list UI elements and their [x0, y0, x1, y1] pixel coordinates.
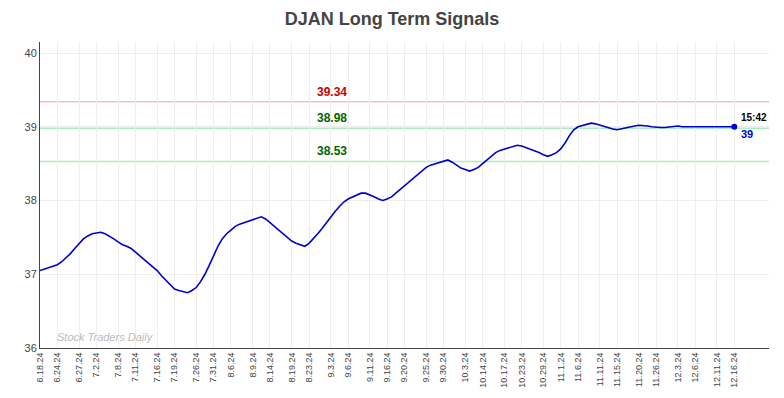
svg-text:10.29.24: 10.29.24 — [538, 353, 548, 388]
svg-text:9.25.24: 9.25.24 — [421, 353, 431, 383]
svg-text:39: 39 — [25, 121, 37, 133]
svg-text:8.6.24: 8.6.24 — [226, 353, 236, 378]
svg-text:9.30.24: 9.30.24 — [438, 353, 448, 383]
svg-text:10.3.24: 10.3.24 — [460, 353, 470, 383]
svg-text:10.14.24: 10.14.24 — [478, 353, 488, 388]
svg-text:6.27.24: 6.27.24 — [74, 353, 84, 383]
svg-text:8.9.24: 8.9.24 — [248, 353, 258, 378]
svg-text:11.6.24: 11.6.24 — [573, 353, 583, 382]
svg-text:9.20.24: 9.20.24 — [399, 353, 409, 383]
svg-text:12.11.24: 12.11.24 — [712, 353, 722, 387]
svg-text:8.14.24: 8.14.24 — [265, 353, 275, 383]
svg-text:11.11.24: 11.11.24 — [595, 353, 605, 387]
svg-text:7.26.24: 7.26.24 — [191, 353, 201, 383]
svg-text:7.2.24: 7.2.24 — [91, 353, 101, 378]
svg-text:6.24.24: 6.24.24 — [52, 353, 62, 383]
svg-text:39.34: 39.34 — [317, 85, 347, 99]
svg-text:Stock Traders Daily: Stock Traders Daily — [57, 331, 154, 343]
svg-text:15:42: 15:42 — [741, 112, 767, 123]
svg-text:10.23.24: 10.23.24 — [517, 353, 527, 388]
svg-text:38.98: 38.98 — [317, 111, 347, 125]
svg-text:11.1.24: 11.1.24 — [556, 353, 566, 382]
svg-text:9.16.24: 9.16.24 — [382, 353, 392, 383]
svg-text:7.16.24: 7.16.24 — [152, 353, 162, 383]
svg-text:12.6.24: 12.6.24 — [690, 353, 700, 383]
svg-text:DJAN Long Term Signals: DJAN Long Term Signals — [285, 9, 500, 29]
svg-text:10.17.24: 10.17.24 — [499, 353, 509, 388]
svg-text:8.23.24: 8.23.24 — [304, 353, 314, 383]
svg-text:12.3.24: 12.3.24 — [673, 353, 683, 383]
svg-text:11.26.24: 11.26.24 — [651, 353, 661, 387]
svg-text:6.18.24: 6.18.24 — [35, 353, 45, 383]
svg-text:7.31.24: 7.31.24 — [208, 353, 218, 383]
svg-text:39: 39 — [741, 128, 753, 140]
svg-text:11.20.24: 11.20.24 — [634, 353, 644, 387]
svg-text:7.8.24: 7.8.24 — [113, 353, 123, 378]
svg-text:36: 36 — [25, 342, 37, 354]
svg-text:37: 37 — [25, 268, 37, 280]
svg-text:12.16.24: 12.16.24 — [729, 353, 739, 388]
svg-text:7.19.24: 7.19.24 — [169, 353, 179, 383]
svg-text:40: 40 — [25, 47, 37, 59]
svg-text:7.11.24: 7.11.24 — [130, 353, 140, 382]
svg-text:9.3.24: 9.3.24 — [326, 353, 336, 378]
svg-text:38: 38 — [25, 194, 37, 206]
svg-text:11.15.24: 11.15.24 — [612, 353, 622, 387]
svg-text:38.53: 38.53 — [317, 144, 347, 158]
svg-text:8.19.24: 8.19.24 — [287, 353, 297, 383]
svg-text:9.6.24: 9.6.24 — [343, 353, 353, 378]
svg-text:9.11.24: 9.11.24 — [365, 353, 375, 382]
